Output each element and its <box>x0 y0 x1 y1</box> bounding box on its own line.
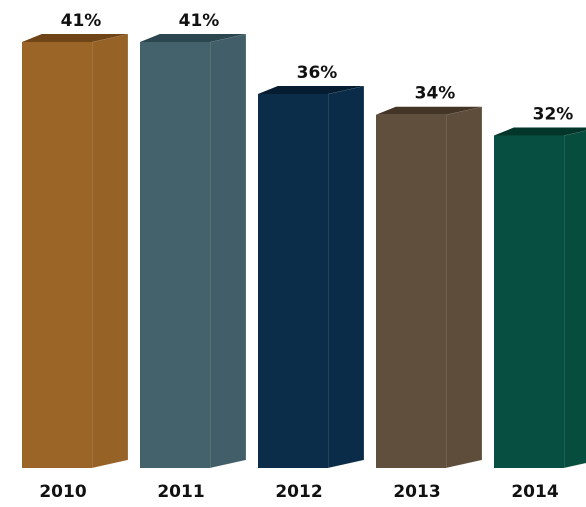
bar-front-face <box>258 93 328 468</box>
x-tick-label-2013: 2013 <box>393 482 440 502</box>
data-label-2013: 34% <box>415 84 456 104</box>
bar-2012 <box>258 85 365 469</box>
bar-side-face <box>327 85 365 469</box>
x-tick-label-2010: 2010 <box>39 482 86 502</box>
bar-side-face <box>563 130 586 469</box>
bar-front-face <box>22 42 92 468</box>
x-tick-label-2011: 2011 <box>157 482 204 502</box>
bar-top-face <box>140 34 246 42</box>
bar-top-face <box>494 127 586 136</box>
bar-front-face <box>140 42 210 468</box>
data-label-2012: 36% <box>297 63 338 83</box>
x-tick-label-2014: 2014 <box>511 482 558 502</box>
bar-2010 <box>22 33 129 469</box>
bar-side-face <box>91 33 129 469</box>
x-tick-label-2012: 2012 <box>275 482 322 502</box>
bar-top-face <box>258 85 364 94</box>
bar-2011 <box>140 33 247 469</box>
bar-side-face <box>209 33 247 469</box>
data-label-2011: 41% <box>179 11 220 31</box>
bar-2013 <box>376 106 483 469</box>
bar-top-face <box>22 34 128 42</box>
bar-2014 <box>494 127 586 469</box>
bar-front-face <box>494 135 564 468</box>
data-label-2010: 41% <box>61 11 102 31</box>
bar-top-face <box>376 106 482 115</box>
bar-front-face <box>376 114 446 469</box>
data-label-2014: 32% <box>533 105 574 125</box>
bar-side-face <box>445 106 483 469</box>
